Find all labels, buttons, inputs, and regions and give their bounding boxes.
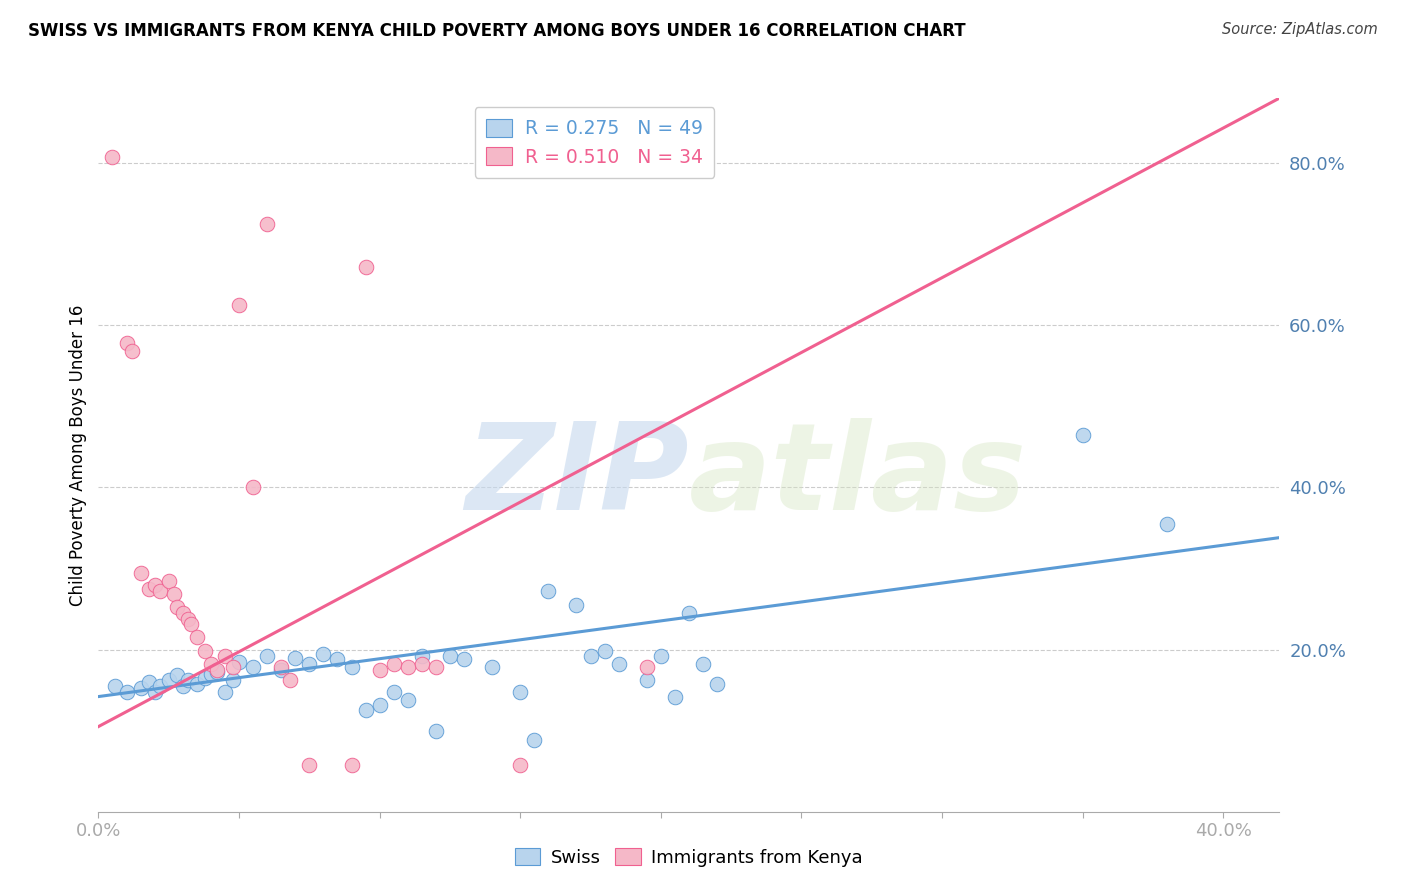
- Text: ZIP: ZIP: [465, 417, 689, 535]
- Point: [509, 684, 531, 698]
- Text: Source: ZipAtlas.com: Source: ZipAtlas.com: [1222, 22, 1378, 37]
- Point: [1156, 516, 1178, 531]
- Point: [149, 679, 172, 693]
- Point: [256, 648, 278, 663]
- Point: [205, 665, 228, 680]
- Point: [200, 657, 222, 672]
- Point: [166, 668, 188, 682]
- Text: atlas: atlas: [689, 417, 1026, 535]
- Point: [172, 606, 194, 620]
- Point: [157, 673, 180, 688]
- Point: [101, 149, 124, 163]
- Text: SWISS VS IMMIGRANTS FROM KENYA CHILD POVERTY AMONG BOYS UNDER 16 CORRELATION CHA: SWISS VS IMMIGRANTS FROM KENYA CHILD POV…: [28, 22, 966, 40]
- Point: [121, 344, 143, 359]
- Point: [149, 584, 172, 599]
- Point: [129, 566, 152, 580]
- Point: [228, 298, 250, 312]
- Point: [368, 663, 391, 677]
- Point: [382, 684, 405, 698]
- Point: [368, 698, 391, 712]
- Point: [312, 647, 335, 661]
- Point: [453, 652, 475, 666]
- Point: [537, 584, 560, 599]
- Point: [396, 693, 419, 707]
- Point: [163, 587, 186, 601]
- Point: [636, 660, 658, 674]
- Point: [194, 644, 217, 658]
- Point: [340, 660, 363, 674]
- Point: [1071, 427, 1094, 442]
- Point: [157, 574, 180, 588]
- Point: [565, 598, 588, 612]
- Point: [411, 657, 433, 672]
- Point: [593, 644, 616, 658]
- Point: [186, 676, 208, 690]
- Point: [706, 676, 728, 690]
- Point: [138, 675, 160, 690]
- Legend: Swiss, Immigrants from Kenya: Swiss, Immigrants from Kenya: [508, 841, 870, 874]
- Point: [523, 733, 546, 747]
- Point: [411, 648, 433, 663]
- Point: [354, 260, 377, 274]
- Point: [222, 660, 245, 674]
- Point: [509, 757, 531, 772]
- Point: [270, 660, 292, 674]
- Point: [143, 684, 166, 698]
- Point: [194, 671, 217, 685]
- Point: [104, 679, 127, 693]
- Point: [692, 657, 714, 672]
- Point: [636, 673, 658, 688]
- Point: [138, 582, 160, 596]
- Point: [222, 673, 245, 688]
- Point: [242, 480, 264, 494]
- Point: [115, 336, 138, 351]
- Point: [172, 679, 194, 693]
- Point: [650, 648, 672, 663]
- Point: [607, 657, 630, 672]
- Y-axis label: Child Poverty Among Boys Under 16: Child Poverty Among Boys Under 16: [69, 304, 87, 606]
- Point: [242, 660, 264, 674]
- Point: [678, 606, 700, 620]
- Point: [382, 657, 405, 672]
- Point: [326, 652, 349, 666]
- Point: [425, 660, 447, 674]
- Point: [214, 684, 236, 698]
- Point: [284, 650, 307, 665]
- Point: [298, 757, 321, 772]
- Point: [256, 217, 278, 231]
- Point: [425, 723, 447, 738]
- Point: [214, 648, 236, 663]
- Point: [298, 657, 321, 672]
- Point: [228, 655, 250, 669]
- Point: [270, 663, 292, 677]
- Point: [186, 631, 208, 645]
- Point: [129, 681, 152, 696]
- Point: [481, 660, 503, 674]
- Point: [143, 577, 166, 591]
- Point: [579, 648, 602, 663]
- Point: [177, 612, 200, 626]
- Point: [180, 616, 202, 631]
- Point: [439, 648, 461, 663]
- Point: [664, 690, 686, 704]
- Point: [354, 703, 377, 717]
- Point: [205, 663, 228, 677]
- Point: [115, 684, 138, 698]
- Point: [166, 600, 188, 615]
- Point: [396, 660, 419, 674]
- Point: [177, 673, 200, 688]
- Point: [278, 673, 301, 688]
- Point: [340, 757, 363, 772]
- Point: [200, 666, 222, 681]
